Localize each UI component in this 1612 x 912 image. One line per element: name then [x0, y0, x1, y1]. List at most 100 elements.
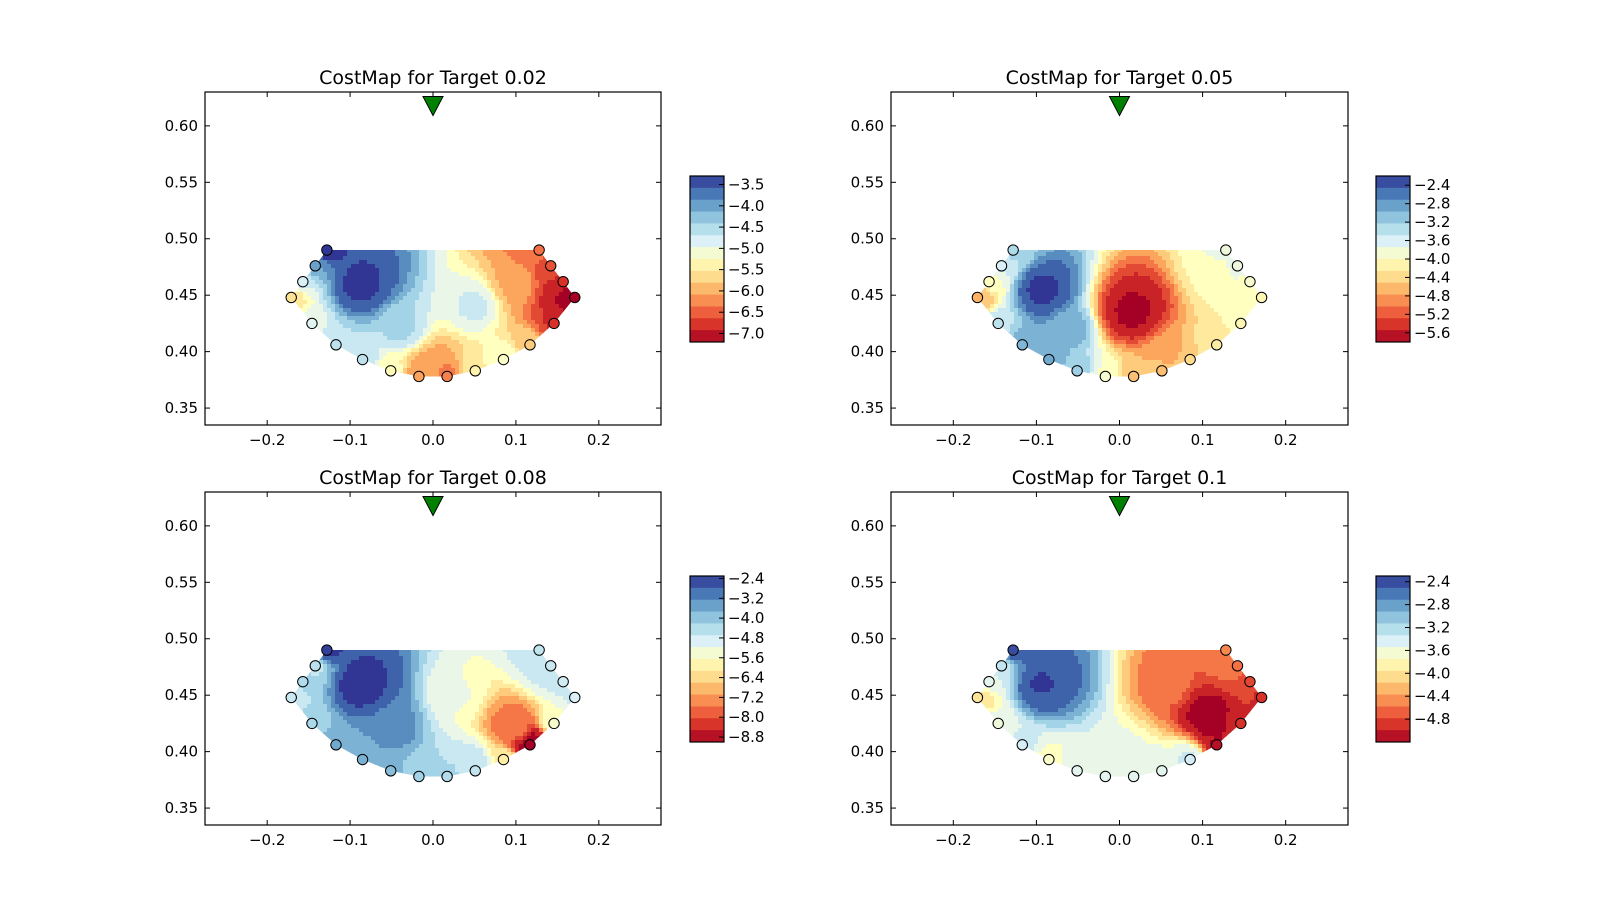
colorbar-band — [690, 635, 724, 648]
y-tick-label: 0.40 — [851, 743, 884, 761]
sensor-point — [1043, 353, 1055, 366]
colorbar-tick-label: −3.2 — [1414, 619, 1450, 637]
colorbar-band — [1376, 670, 1410, 684]
y-tick-label: 0.35 — [165, 399, 198, 417]
colorbar-band — [690, 199, 724, 213]
colorbar-tick-label: −4.8 — [728, 629, 764, 647]
colorbar-band — [1376, 211, 1410, 224]
colorbar-band — [1376, 187, 1410, 201]
source-marker — [422, 496, 444, 517]
costmap-field — [291, 650, 575, 777]
sensor-point — [306, 317, 318, 330]
sensor-point — [469, 765, 481, 777]
colorbar-frame — [689, 575, 725, 743]
colorbar-tick-label: −7.2 — [728, 688, 764, 706]
colorbar-band — [1376, 611, 1410, 624]
colorbar: −2.4 −2.8 −3.2 −3.6 −4.0 −4.4 −4.8 — [1375, 573, 1450, 743]
y-tick-label: 0.45 — [851, 286, 884, 304]
colorbar-band — [690, 718, 724, 731]
subplot-title: CostMap for Target 0.1 — [1012, 467, 1228, 489]
colorbar-band — [1376, 223, 1410, 236]
colorbar-band — [1376, 635, 1410, 648]
y-tick-label: 0.40 — [165, 343, 198, 361]
colorbar-tick-label: −4.8 — [1414, 710, 1450, 728]
sensor-point — [1211, 739, 1223, 751]
sensor-point — [1156, 765, 1168, 777]
sensor-point — [1220, 244, 1232, 256]
colorbar-tick-label: −3.2 — [728, 589, 764, 607]
sensor-point — [285, 291, 297, 304]
sensor-point — [1156, 365, 1168, 377]
colorbar-tick-label: −4.0 — [728, 609, 764, 627]
colorbar-band — [1376, 318, 1410, 331]
x-tick-label: −0.1 — [1018, 831, 1054, 849]
x-tick-label: −0.1 — [332, 431, 368, 449]
y-tick-label: 0.35 — [165, 799, 198, 817]
sensor-point — [983, 275, 995, 288]
colorbar-tick-label: −8.8 — [728, 728, 764, 746]
colorbar-band — [690, 187, 724, 201]
y-tick-label: 0.35 — [851, 399, 884, 417]
colorbar-tick-label: −2.4 — [728, 569, 764, 587]
colorbar-tick-label: −8.0 — [728, 708, 764, 726]
colorbar-band — [1376, 682, 1410, 696]
sensor-point — [995, 260, 1008, 272]
y-tick-label: 0.60 — [165, 517, 198, 535]
sensor-point — [356, 353, 369, 366]
sensor-point — [557, 275, 569, 288]
y-tick-label: 0.45 — [165, 686, 198, 704]
sensor-point — [441, 770, 453, 783]
colorbar-frame — [1375, 575, 1411, 743]
subplot-2: −0.2 −0.1 0.0 0.1 0.2 0.35 0.40 0.45 0.50 0.55 0.6… — [851, 67, 1451, 449]
y-tick-label: 0.60 — [851, 117, 884, 135]
colorbar: −2.4−2.8−3.2−3.6−4.0−4.4−4.8−5.2−5.6 — [1375, 175, 1450, 343]
sensor-point — [992, 717, 1004, 730]
colorbar-band — [1376, 259, 1410, 272]
colorbar-band — [1376, 718, 1410, 731]
sensor-point — [1016, 739, 1028, 751]
colorbar-band — [1376, 270, 1410, 284]
colorbar-band — [690, 576, 724, 589]
y-tick-label: 0.40 — [851, 343, 884, 361]
sensor-point — [1099, 370, 1112, 383]
x-tick-label: 0.1 — [504, 431, 528, 449]
sensor-point — [1016, 339, 1028, 351]
colorbar-tick-label: −4.0 — [1414, 250, 1450, 268]
colorbar-tick-label: −5.2 — [1414, 305, 1450, 323]
x-tick-label: −0.1 — [332, 831, 368, 849]
colorbar-band — [690, 599, 724, 613]
colorbar-band — [690, 611, 724, 624]
sensor-point — [285, 691, 297, 704]
x-tick-label: 0.1 — [504, 831, 528, 849]
sensor-point — [992, 317, 1004, 330]
colorbar-band — [690, 318, 724, 331]
colorbar-tick-label: −4.8 — [1414, 287, 1450, 305]
colorbar-tick-label: −5.5 — [728, 261, 764, 279]
x-tick-label: −0.2 — [249, 431, 285, 449]
sensor-point — [533, 644, 545, 656]
colorbar-band — [1376, 694, 1410, 707]
y-tick-label: 0.45 — [851, 686, 884, 704]
x-tick-label: 0.0 — [421, 831, 445, 849]
sensor-point — [297, 275, 309, 288]
sensor-point — [469, 365, 481, 377]
colorbar-frame — [689, 175, 725, 343]
sensor-point — [385, 765, 397, 777]
subplot-title: CostMap for Target 0.05 — [1006, 67, 1234, 89]
colorbar-tick-label: −3.6 — [1414, 232, 1450, 250]
colorbar-tick-label: −2.8 — [1414, 596, 1450, 614]
colorbar: −3.5 −4.0 −4.5 −5.0 −5.5 −6.0 −6.5 −7.0 — [689, 175, 764, 343]
sensor-point — [356, 753, 369, 766]
colorbar-band — [690, 647, 724, 660]
colorbar-band — [1376, 306, 1410, 319]
colorbar-band — [1376, 330, 1410, 343]
costmap-field — [977, 250, 1262, 377]
sensor-point — [995, 660, 1008, 672]
y-tick-label: 0.60 — [851, 517, 884, 535]
sensor-point — [1235, 317, 1247, 330]
subplot-title: CostMap for Target 0.02 — [319, 67, 547, 89]
source-marker — [1108, 96, 1131, 117]
sensor-point — [306, 717, 318, 730]
colorbar-tick-label: −5.0 — [728, 239, 764, 257]
colorbar-tick-label: −4.5 — [728, 218, 764, 236]
